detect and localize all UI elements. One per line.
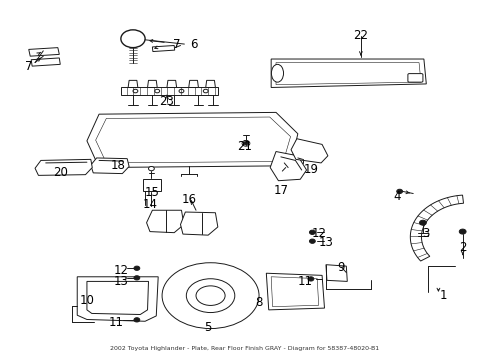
Circle shape — [134, 276, 140, 280]
Text: 22: 22 — [353, 30, 367, 42]
Text: 9: 9 — [337, 261, 345, 274]
Text: 13: 13 — [318, 236, 333, 249]
Text: 15: 15 — [144, 186, 160, 199]
Text: 21: 21 — [237, 140, 251, 153]
Circle shape — [307, 277, 313, 281]
Circle shape — [396, 189, 402, 194]
Circle shape — [134, 318, 140, 322]
Text: 18: 18 — [111, 159, 125, 172]
Polygon shape — [271, 277, 318, 307]
Polygon shape — [152, 45, 174, 51]
Circle shape — [309, 239, 315, 243]
Ellipse shape — [271, 64, 283, 82]
Polygon shape — [270, 152, 306, 181]
Text: 13: 13 — [113, 275, 128, 288]
Ellipse shape — [162, 263, 259, 329]
Text: 7: 7 — [25, 60, 32, 73]
Circle shape — [419, 220, 426, 225]
Text: 6: 6 — [189, 38, 197, 51]
Circle shape — [148, 166, 154, 171]
Text: 1: 1 — [439, 289, 446, 302]
Text: 14: 14 — [142, 198, 157, 211]
Circle shape — [309, 230, 315, 234]
Circle shape — [121, 30, 145, 48]
Circle shape — [242, 140, 249, 146]
Text: 11: 11 — [297, 275, 312, 288]
Polygon shape — [77, 277, 158, 321]
Polygon shape — [205, 80, 215, 87]
FancyBboxPatch shape — [142, 179, 161, 192]
Text: 3: 3 — [422, 227, 429, 240]
Polygon shape — [290, 139, 327, 163]
Text: 12: 12 — [311, 227, 326, 240]
Text: 12: 12 — [113, 264, 128, 277]
Circle shape — [179, 89, 183, 93]
Text: 5: 5 — [204, 321, 211, 334]
Text: 10: 10 — [80, 294, 94, 307]
Polygon shape — [166, 80, 176, 87]
FancyBboxPatch shape — [407, 73, 422, 82]
Polygon shape — [275, 63, 420, 85]
Text: 19: 19 — [303, 163, 318, 176]
Polygon shape — [35, 159, 92, 175]
Circle shape — [133, 89, 138, 93]
Polygon shape — [91, 158, 129, 174]
Polygon shape — [121, 87, 217, 95]
Polygon shape — [146, 210, 183, 233]
Polygon shape — [325, 265, 346, 282]
Text: 16: 16 — [181, 193, 196, 206]
Polygon shape — [266, 273, 324, 310]
Polygon shape — [271, 59, 426, 87]
Polygon shape — [29, 48, 59, 56]
Ellipse shape — [186, 279, 234, 312]
Text: 2002 Toyota Highlander - Plate, Rear Floor Finish GRAY - Diagram for 58387-48020: 2002 Toyota Highlander - Plate, Rear Flo… — [110, 346, 378, 351]
Polygon shape — [31, 58, 60, 66]
Polygon shape — [188, 80, 198, 87]
Circle shape — [203, 89, 208, 93]
Polygon shape — [128, 80, 138, 87]
Text: 8: 8 — [255, 296, 262, 309]
Text: 23: 23 — [159, 95, 174, 108]
Circle shape — [134, 266, 140, 270]
Polygon shape — [87, 112, 297, 167]
Polygon shape — [96, 117, 290, 163]
Circle shape — [155, 89, 159, 93]
Text: 4: 4 — [393, 189, 400, 203]
Text: 2: 2 — [458, 241, 466, 254]
Polygon shape — [409, 195, 463, 261]
Polygon shape — [180, 212, 217, 235]
Polygon shape — [87, 282, 148, 315]
Ellipse shape — [196, 286, 224, 305]
Text: 11: 11 — [108, 316, 123, 329]
Circle shape — [458, 229, 465, 234]
Polygon shape — [147, 80, 157, 87]
Text: 20: 20 — [53, 166, 67, 179]
Circle shape — [244, 142, 247, 145]
Text: 17: 17 — [273, 184, 288, 197]
Text: 7: 7 — [173, 37, 180, 50]
